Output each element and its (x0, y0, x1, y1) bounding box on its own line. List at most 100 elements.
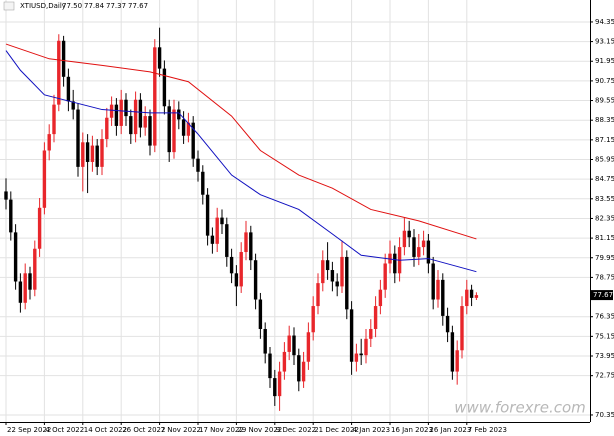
candle-body (42, 150, 47, 208)
x-tick-label: 14 Oct 2022 (84, 426, 127, 434)
y-tick-label: 78.75 (595, 273, 614, 281)
candle-body (364, 338, 368, 356)
candle-body (37, 207, 42, 249)
candle-body (306, 332, 311, 362)
y-tick-label: 82.35 (595, 214, 614, 222)
moving-average-line (5, 50, 477, 273)
candle-body (177, 109, 181, 120)
candle-body (143, 116, 147, 128)
y-tick-label: 87.15 (595, 136, 614, 144)
candle-body (335, 281, 339, 287)
y-tick-label: 85.95 (595, 155, 614, 163)
candle-body (205, 194, 210, 236)
candle-body (52, 104, 56, 135)
candle-body (196, 158, 200, 172)
x-tick-label: 7 Feb 2023 (468, 426, 507, 434)
candle-body (234, 273, 239, 287)
candle-body (277, 371, 282, 397)
candle-body (124, 99, 128, 117)
candle-body (220, 217, 224, 225)
y-tick-label: 89.55 (595, 97, 614, 105)
y-tick-label: 81.15 (595, 234, 614, 242)
candle-body (239, 252, 243, 287)
candle-body (191, 122, 195, 159)
candle-body (23, 273, 27, 303)
candle-body (249, 232, 253, 261)
watermark: www.forexre.com (454, 399, 586, 417)
x-tick-label: 16 Jan 2023 (391, 426, 433, 434)
candle-body (474, 295, 479, 298)
y-tick-label: 94.35 (595, 18, 614, 26)
ohlc-label: 77.50 (62, 2, 82, 10)
candle-body (287, 335, 291, 352)
candle-body (345, 256, 349, 310)
candle-body (148, 116, 152, 146)
candle-body (412, 237, 416, 257)
candle-body (469, 289, 474, 298)
ohlc-label: 77.84 (84, 2, 105, 10)
y-tick-label: 88.35 (595, 116, 614, 124)
candle-body (340, 256, 344, 287)
chart-title: XTIUSD,Daily (20, 2, 66, 10)
candle-body (244, 232, 248, 253)
candle-body (133, 99, 138, 135)
candle-body (354, 353, 359, 362)
y-tick-label: 70.35 (595, 411, 614, 419)
candle-body (297, 355, 301, 382)
candle-body (229, 256, 234, 274)
grid (0, 0, 590, 422)
candle-body (95, 145, 99, 167)
candle-body (71, 101, 75, 110)
y-tick-label: 93.15 (595, 38, 614, 46)
y-tick-label: 72.75 (595, 372, 614, 380)
current-price-box (591, 290, 613, 301)
candle-body (426, 240, 431, 264)
candle-body (201, 171, 205, 195)
candle-body (33, 248, 37, 290)
candle-body (9, 199, 13, 233)
candle-body (138, 99, 143, 128)
chart-icon (3, 1, 15, 11)
candle-body (167, 106, 171, 153)
candle-body (105, 117, 109, 140)
candle-body (311, 306, 315, 333)
candle-body (13, 232, 18, 282)
candle-body (273, 378, 277, 397)
candle-body (417, 247, 421, 257)
candle-body (263, 328, 267, 354)
candle-body (114, 104, 119, 126)
x-tick-label: 17 Nov 2022 (199, 426, 244, 434)
candle-body (460, 306, 464, 351)
candle-body (359, 353, 363, 356)
x-tick-label: 7 Nov 2022 (161, 426, 201, 434)
x-tick-label: 4 Jan 2023 (353, 426, 391, 434)
candle-body (373, 306, 378, 329)
candle-body (349, 309, 354, 362)
x-tick-label: 22 Sep 2022 (7, 426, 51, 434)
candle-body (157, 47, 162, 69)
candle-body (4, 191, 8, 200)
x-tick-label: 9 Dec 2022 (276, 426, 316, 434)
candle-body (316, 283, 320, 307)
plot (4, 27, 479, 411)
y-tick-label: 79.95 (595, 254, 614, 262)
candle-body (258, 299, 263, 329)
candle-body (282, 351, 287, 372)
ohlc-label: 77.37 (106, 2, 126, 10)
candle-body (210, 235, 215, 244)
y-tick-label: 73.95 (595, 352, 614, 360)
candle-body (85, 142, 90, 162)
y-tick-label: 76.35 (595, 313, 614, 321)
y-tick-label: 75.15 (595, 332, 614, 340)
y-tick-label: 91.95 (595, 57, 614, 65)
x-tick-label: 29 Nov 2022 (237, 426, 282, 434)
x-tick-label: 21 Dec 2022 (314, 426, 359, 434)
candle-body (465, 289, 469, 307)
candle-body (301, 361, 306, 382)
x-tick-label: 26 Jan 2023 (429, 426, 471, 434)
candle-body (61, 40, 66, 77)
candle-body (153, 47, 157, 146)
y-tick-label: 90.75 (595, 77, 614, 85)
candle-body (383, 263, 387, 290)
